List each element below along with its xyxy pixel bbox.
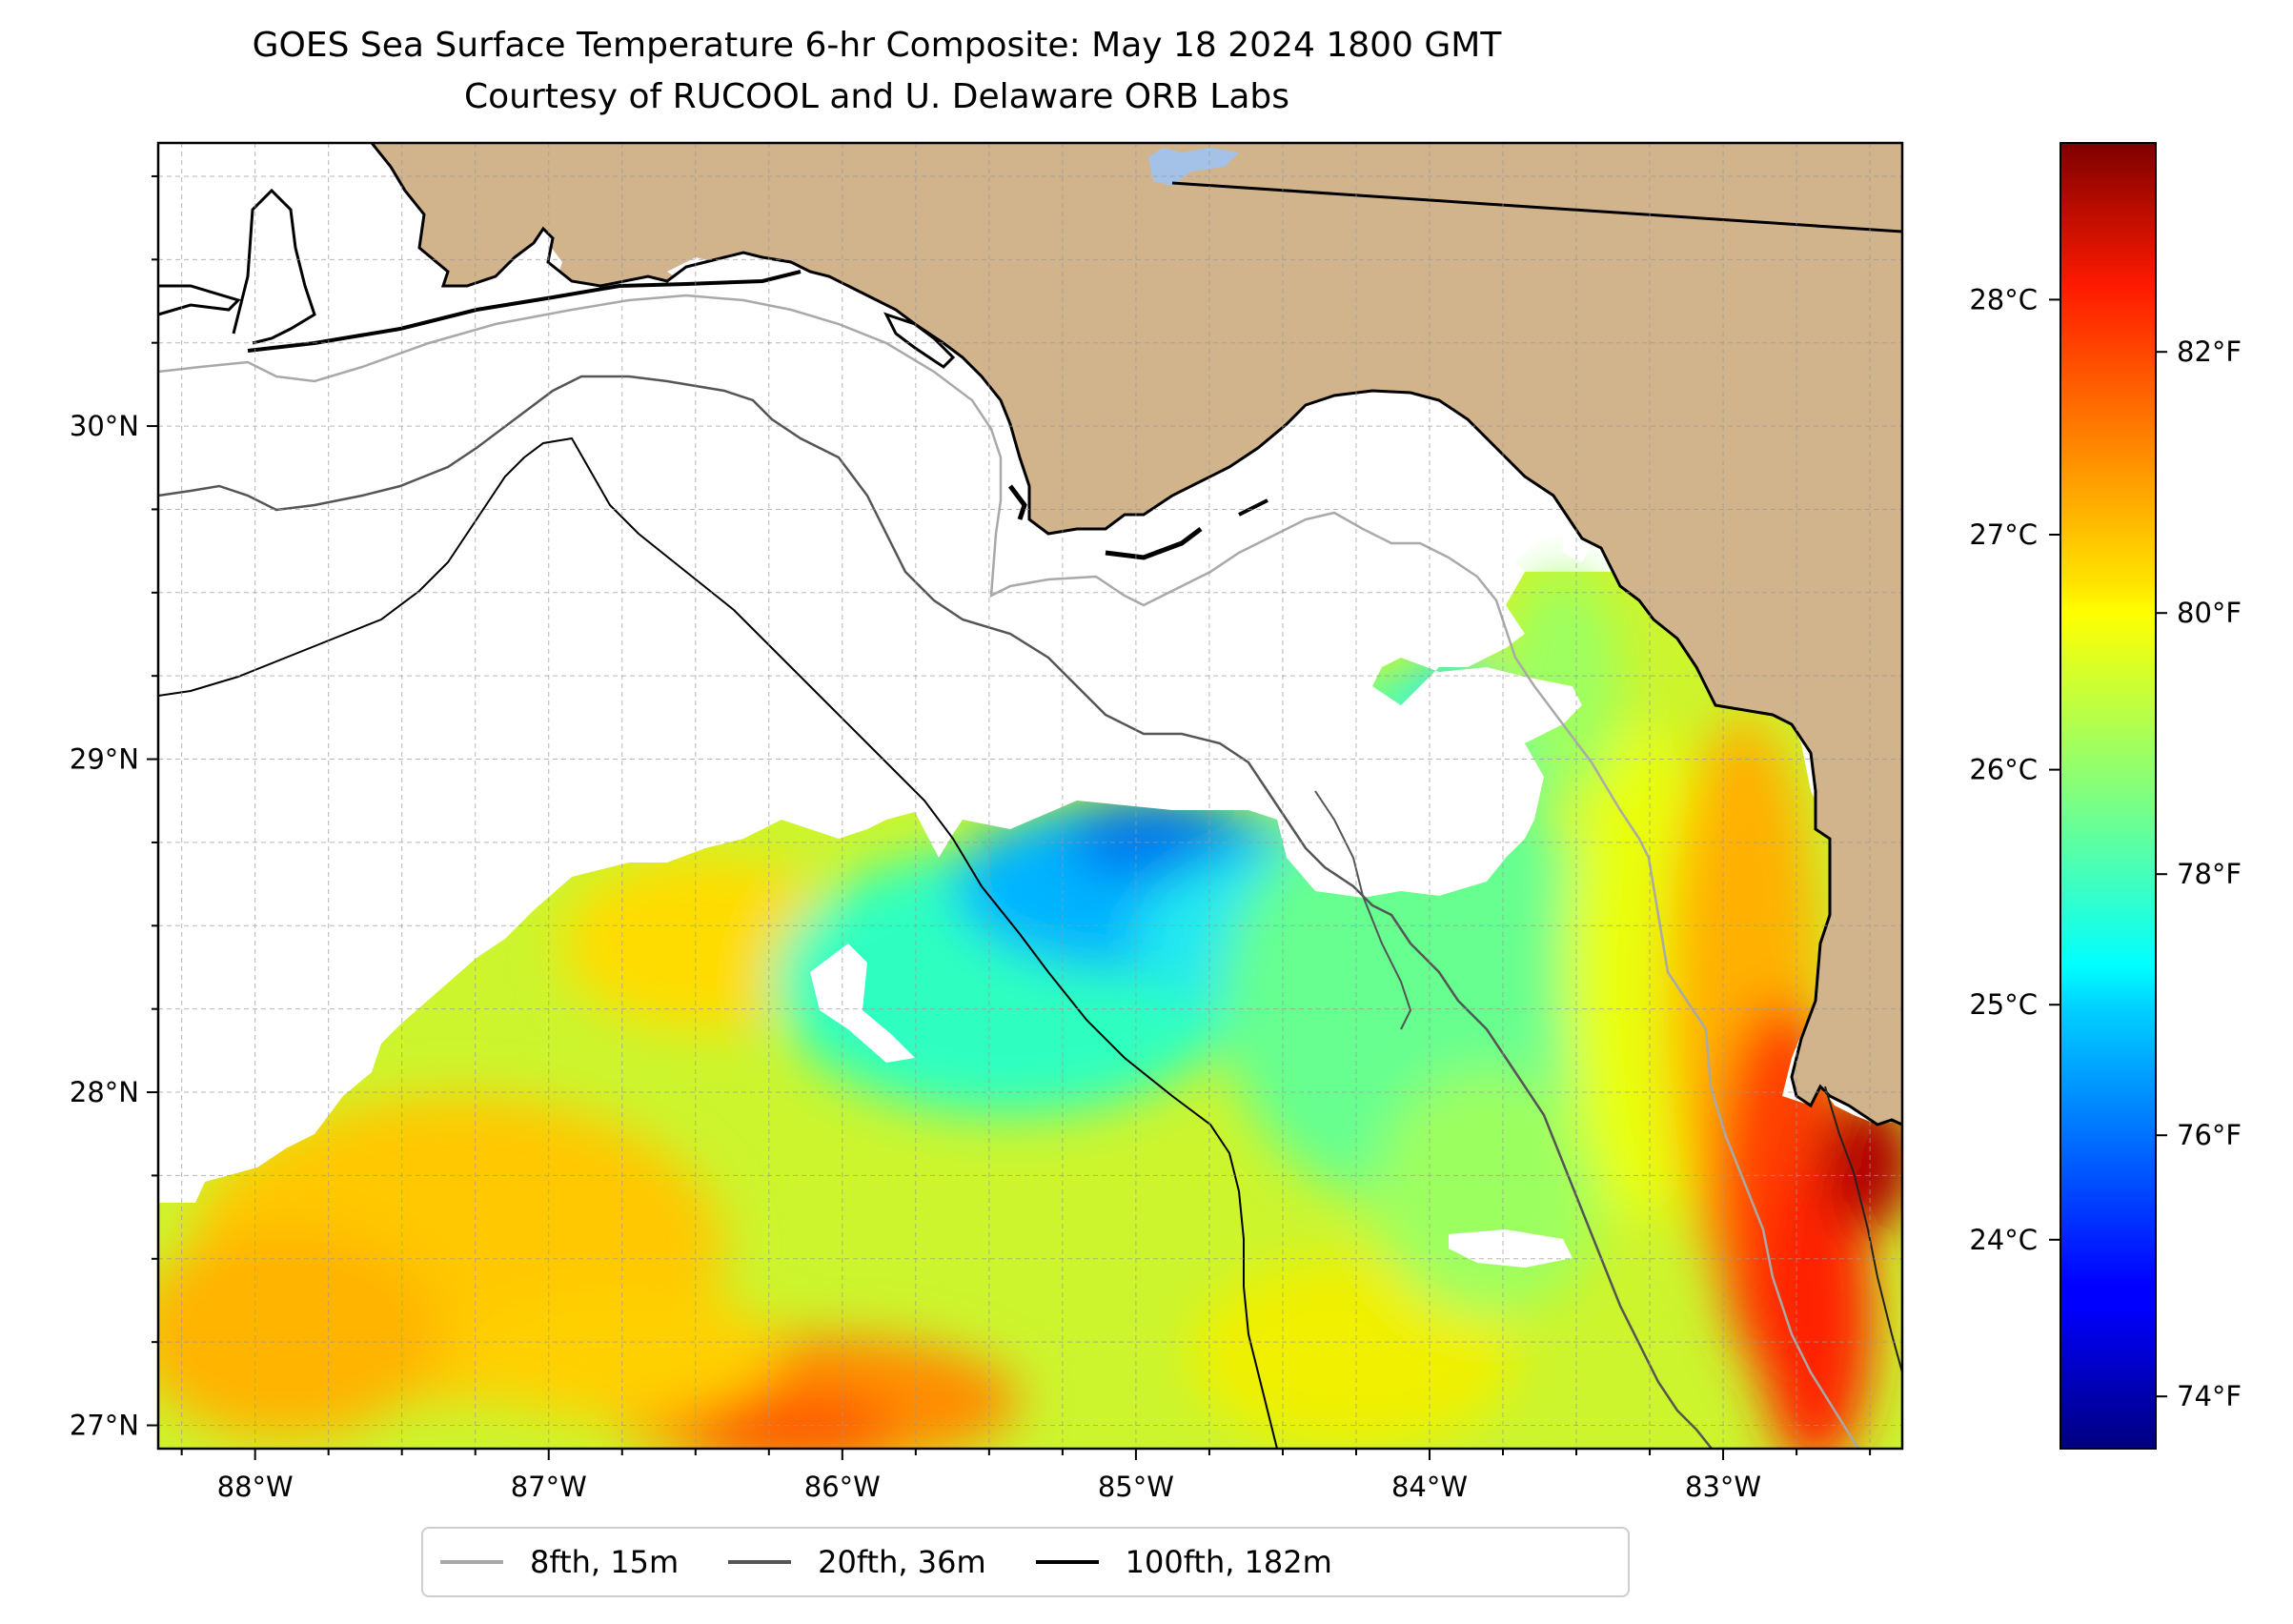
legend-swatch-20fth (728, 1560, 792, 1564)
lon-tick-label: 84°W (1391, 1471, 1468, 1503)
colorbar-axes: 74°F 76°F 78°F 80°F 82°F 24°C 25°C 26°C 27°C 28°C (1969, 283, 2242, 1412)
isobath-100fth (158, 436, 1278, 1449)
map-axes: 88°W 87°W 86°W 85°W 84°W 83°W 27°N 28°N 29°N 30°N (70, 174, 1872, 1503)
legend-item-20fth: 20fth, 36m (728, 1544, 986, 1580)
lat-tick-label: 29°N (70, 743, 139, 776)
lat-tick-label: 30°N (70, 410, 139, 442)
colorbar-label-f: 78°F (2177, 858, 2242, 890)
legend-swatch-8fth (440, 1560, 503, 1564)
coastline (158, 143, 1902, 1373)
legend-item-8fth: 8fth, 15m (440, 1544, 679, 1580)
land (158, 143, 1902, 1125)
lon-tick-label: 87°W (511, 1471, 587, 1503)
lon-tick-label: 83°W (1685, 1471, 1761, 1503)
legend-swatch-100fth (1035, 1560, 1099, 1564)
colorbar (2060, 142, 2157, 1450)
isobath-legend: 8fth, 15m 20fth, 36m 100fth, 182m (421, 1527, 1630, 1597)
colorbar-label-c: 24°C (1969, 1224, 2038, 1256)
lat-tick-label: 28°N (70, 1076, 139, 1108)
legend-label-100fth: 100fth, 182m (1125, 1544, 1332, 1580)
colorbar-label-f: 74°F (2177, 1380, 2242, 1412)
legend-label-20fth: 20fth, 36m (818, 1544, 986, 1580)
isobath-20fth (158, 375, 1713, 1449)
colorbar-label-f: 80°F (2177, 597, 2242, 629)
figure-subtitle: Courtesy of RUCOOL and U. Delaware ORB L… (463, 77, 1290, 116)
figure-title: GOES Sea Surface Temperature 6-hr Compos… (252, 26, 1502, 65)
colorbar-label-f: 82°F (2177, 335, 2242, 368)
colorbar-label-c: 28°C (1969, 283, 2038, 315)
lon-tick-label: 85°W (1098, 1471, 1174, 1503)
lon-tick-label: 86°W (804, 1471, 881, 1503)
lat-tick-label: 27°N (70, 1410, 139, 1442)
gridlines (158, 143, 1902, 1449)
legend-label-8fth: 8fth, 15m (530, 1544, 680, 1580)
lon-tick-label: 88°W (217, 1471, 294, 1503)
colorbar-label-f: 76°F (2177, 1119, 2242, 1151)
isobaths (158, 294, 1860, 1449)
colorbar-label-c: 25°C (1969, 988, 2038, 1021)
colorbar-label-c: 26°C (1969, 754, 2038, 786)
isobath-8fth (158, 294, 1860, 1449)
colorbar-label-c: 27°C (1969, 518, 2038, 551)
map-frame (156, 141, 1904, 1451)
legend-item-100fth: 100fth, 182m (1035, 1544, 1332, 1580)
